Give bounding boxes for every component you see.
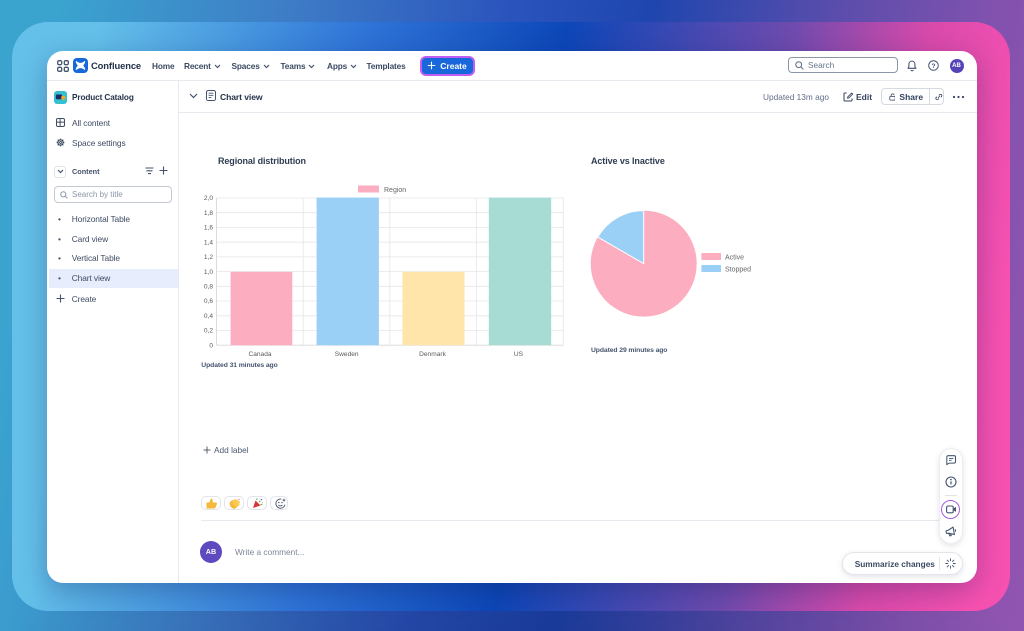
svg-text:1,6: 1,6	[204, 225, 213, 232]
svg-text:0,8: 0,8	[204, 284, 213, 291]
svg-text:Active: Active	[725, 255, 744, 262]
svg-text:0,6: 0,6	[204, 298, 213, 305]
svg-text:1,0: 1,0	[204, 269, 213, 276]
svg-text:Region: Region	[384, 187, 406, 194]
svg-text:0,4: 0,4	[204, 313, 213, 320]
svg-text:0,2: 0,2	[204, 328, 213, 335]
svg-text:?: ?	[932, 63, 936, 70]
svg-text:1,2: 1,2	[204, 254, 213, 261]
svg-text:0: 0	[209, 342, 213, 349]
svg-text:1,4: 1,4	[204, 239, 213, 246]
svg-text:Stopped: Stopped	[725, 267, 751, 274]
svg-text:US: US	[514, 351, 524, 357]
svg-text:1,8: 1,8	[204, 210, 213, 217]
svg-text:Denmark: Denmark	[419, 351, 446, 357]
svg-text:2,0: 2,0	[204, 195, 213, 202]
svg-text:Canada: Canada	[248, 351, 271, 357]
svg-text:Sweden: Sweden	[335, 351, 359, 357]
